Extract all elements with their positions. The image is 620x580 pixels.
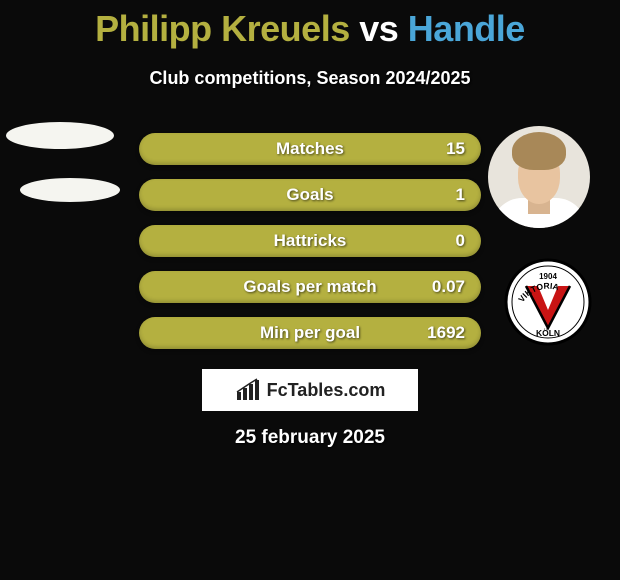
- club-badge: 1904 VIKTORIA KÖLN: [498, 258, 598, 346]
- subtitle: Club competitions, Season 2024/2025: [0, 68, 620, 89]
- stat-row: Hattricks 0: [139, 225, 481, 257]
- stat-value: 15: [446, 139, 465, 159]
- player2-name: Handle: [408, 8, 525, 49]
- stat-value: 1692: [427, 323, 465, 343]
- badge-name-bottom: KÖLN: [536, 328, 560, 338]
- player-avatar: [488, 126, 590, 228]
- vs-connector: vs: [359, 8, 398, 49]
- stat-label: Min per goal: [260, 323, 360, 343]
- watermark: FcTables.com: [202, 369, 418, 411]
- stat-row: Min per goal 1692: [139, 317, 481, 349]
- date-label: 25 february 2025: [0, 427, 620, 449]
- stat-label: Goals per match: [243, 277, 376, 297]
- watermark-text: FcTables.com: [267, 380, 386, 401]
- player1-name: Philipp Kreuels: [95, 8, 350, 49]
- stat-value: 1: [456, 185, 465, 205]
- stat-label: Matches: [276, 139, 344, 159]
- decorative-ellipse-2: [20, 178, 120, 202]
- stat-value: 0.07: [432, 277, 465, 297]
- stat-row: Goals 1: [139, 179, 481, 211]
- stat-row: Goals per match 0.07: [139, 271, 481, 303]
- badge-year: 1904: [539, 272, 557, 281]
- chart-icon: [235, 378, 261, 402]
- comparison-title: Philipp Kreuels vs Handle: [0, 0, 620, 50]
- decorative-ellipse-1: [6, 122, 114, 149]
- stat-label: Hattricks: [274, 231, 347, 251]
- stat-label: Goals: [286, 185, 333, 205]
- stat-row: Matches 15: [139, 133, 481, 165]
- stat-value: 0: [456, 231, 465, 251]
